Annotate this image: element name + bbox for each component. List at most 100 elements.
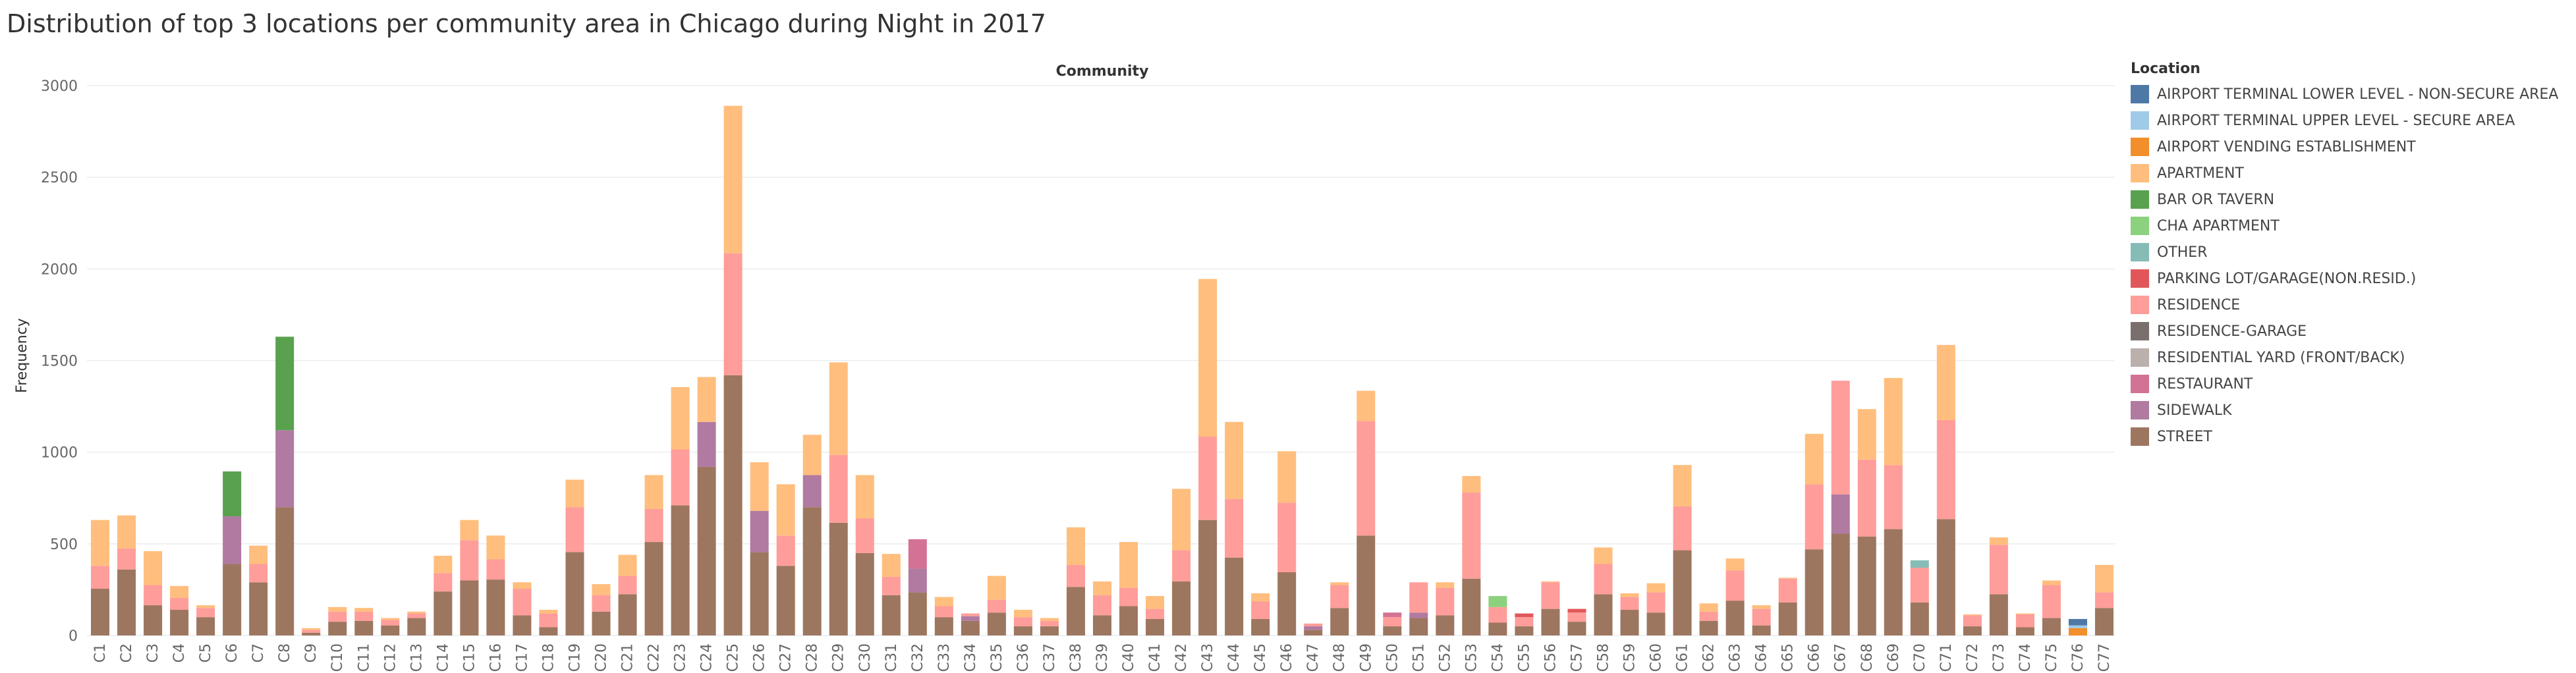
bar-segment — [144, 605, 163, 635]
legend-item[interactable]: RESIDENCE — [2131, 292, 2572, 318]
x-tick-label: C54 — [1490, 643, 1506, 672]
bar-segment — [91, 566, 110, 589]
x-tick-label: C66 — [1806, 643, 1823, 672]
bar-segment — [802, 507, 822, 635]
bar-segment — [1409, 618, 1428, 635]
bar-segment — [2094, 564, 2114, 593]
x-tick-label: C59 — [1622, 643, 1638, 672]
bar-segment — [381, 618, 400, 620]
x-tick-label: C64 — [1754, 643, 1770, 672]
legend-item[interactable]: RESTAURANT — [2131, 371, 2572, 397]
bar-segment — [671, 387, 690, 450]
bar-segment — [1831, 381, 1850, 495]
bar-segment — [802, 435, 822, 475]
bar-segment — [1725, 601, 1745, 635]
bar-segment — [802, 475, 822, 508]
bar-segment — [644, 542, 663, 635]
bar-stack-c73 — [1989, 537, 2008, 635]
bar-segment — [1646, 583, 1666, 593]
bar-segment — [354, 620, 374, 635]
bar-segment — [1383, 612, 1402, 618]
bar-segment — [1013, 617, 1032, 627]
legend-item[interactable]: CHA APARTMENT — [2131, 213, 2572, 239]
bar-segment — [1594, 547, 1613, 564]
bar-segment — [1040, 626, 1059, 635]
bar-segment — [1699, 603, 1718, 612]
bar-segment — [1752, 605, 1771, 609]
legend-swatch — [2131, 138, 2149, 156]
legend-item[interactable]: SIDEWALK — [2131, 397, 2572, 423]
bar-stack-c1 — [91, 520, 110, 635]
bar-segment — [2042, 585, 2061, 618]
bar-segment — [539, 627, 558, 635]
bar-stack-c10 — [328, 606, 347, 635]
bar-segment — [1277, 572, 1297, 635]
legend-item[interactable]: RESIDENCE-GARAGE — [2131, 318, 2572, 344]
bar-segment — [1119, 542, 1138, 588]
bar-segment — [381, 625, 400, 635]
bar-stack-c31 — [882, 554, 901, 635]
legend-items: AIRPORT TERMINAL LOWER LEVEL - NON-SECUR… — [2131, 81, 2572, 450]
legend-swatch — [2131, 190, 2149, 209]
x-tick-label: C1 — [92, 643, 109, 662]
bar-segment — [1330, 585, 1349, 608]
legend-item[interactable]: BAR OR TAVERN — [2131, 186, 2572, 213]
bar-stack-c8 — [275, 336, 294, 635]
bar-segment — [328, 622, 347, 635]
bar-segment — [1225, 421, 1244, 499]
legend-item[interactable]: PARKING LOT/GARAGE(NON.RESID.) — [2131, 265, 2572, 292]
legend-swatch — [2131, 85, 2149, 103]
bar-segment — [275, 336, 294, 431]
bar-segment — [1673, 465, 1692, 506]
legend-item[interactable]: STREET — [2131, 423, 2572, 450]
bar-stack-c25 — [723, 105, 742, 635]
legend-item[interactable]: AIRPORT TERMINAL LOWER LEVEL - NON-SECUR… — [2131, 81, 2572, 107]
bar-stack-c6 — [223, 471, 242, 635]
bar-segment — [2042, 580, 2061, 585]
x-tick-label: C69 — [1886, 643, 1902, 672]
bar-stack-c33 — [934, 597, 953, 635]
x-tick-label: C6 — [224, 643, 240, 662]
bar-segment — [618, 576, 637, 595]
bar-segment — [1963, 614, 1982, 616]
bar-segment — [671, 449, 690, 506]
bar-segment — [565, 507, 584, 552]
x-tick-label: C16 — [488, 643, 504, 672]
bar-stack-c27 — [776, 484, 795, 635]
bar-segment — [855, 518, 874, 553]
legend-item[interactable]: OTHER — [2131, 239, 2572, 265]
bar-stack-c12 — [381, 618, 400, 635]
bar-segment — [407, 618, 426, 635]
bar-segment — [144, 585, 163, 606]
legend-item[interactable]: AIRPORT VENDING ESTABLISHMENT — [2131, 134, 2572, 160]
legend-item[interactable]: RESIDENTIAL YARD (FRONT/BACK) — [2131, 344, 2572, 371]
bars — [91, 105, 2114, 635]
bar-stack-c68 — [1857, 409, 1876, 635]
bar-segment — [486, 535, 505, 560]
legend-swatch — [2131, 111, 2149, 130]
bar-segment — [1594, 594, 1613, 635]
bar-segment — [249, 564, 268, 583]
bar-segment — [1330, 608, 1349, 635]
x-tick-label: C3 — [145, 643, 161, 662]
bar-stack-c7 — [249, 545, 268, 635]
x-tick-label: C41 — [1147, 643, 1163, 672]
x-tick-label: C31 — [883, 643, 900, 672]
x-tick-label: C39 — [1094, 643, 1111, 672]
bar-segment — [407, 611, 426, 614]
bar-stack-c42 — [1172, 489, 1191, 635]
bar-stack-c64 — [1752, 605, 1771, 635]
bar-segment — [1225, 557, 1244, 635]
legend-item[interactable]: AIRPORT TERMINAL UPPER LEVEL - SECURE AR… — [2131, 107, 2572, 134]
x-tick-label: C61 — [1675, 643, 1691, 672]
x-tick-label: C4 — [171, 643, 188, 662]
legend-item[interactable]: APARTMENT — [2131, 160, 2572, 186]
bar-segment — [1251, 601, 1270, 619]
column-header: Community — [1056, 63, 1149, 80]
bar-segment — [1989, 545, 2008, 595]
bar-segment — [1409, 582, 1428, 613]
y-tick-label: 3000 — [41, 78, 78, 95]
bar-segment — [1725, 570, 1745, 601]
bar-segment — [1040, 618, 1059, 621]
bar-stack-c39 — [1092, 581, 1112, 635]
